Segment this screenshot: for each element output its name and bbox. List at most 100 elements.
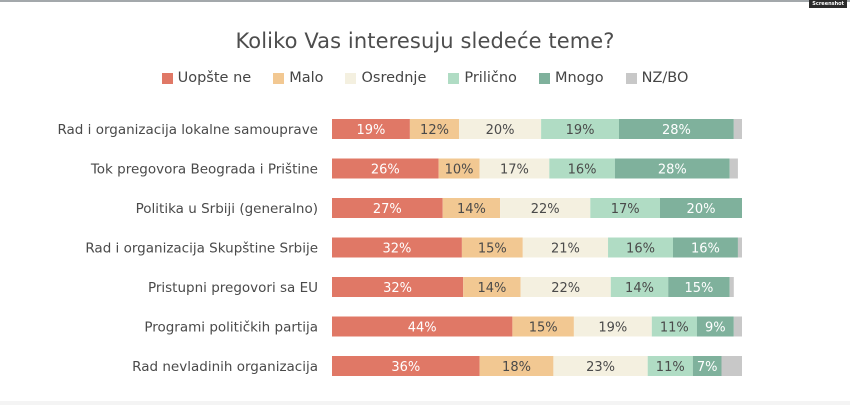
legend-label: Malo	[289, 70, 324, 86]
bar-segment-malo	[479, 356, 554, 376]
bar-segment-uop-te-ne	[332, 119, 410, 139]
data-label: 16%	[691, 242, 720, 257]
legend-swatch	[345, 72, 357, 84]
data-label: 16%	[626, 242, 655, 257]
data-label: 14%	[625, 281, 654, 296]
bar-row: Rad i organizacija lokalne samouprave 19%…	[57, 119, 742, 139]
bar-segment-osrednje	[459, 119, 542, 139]
data-label: 32%	[383, 281, 412, 296]
data-label: 18%	[502, 360, 531, 375]
legend-label: Mnogo	[554, 70, 604, 86]
bar-segment-uop-te-ne	[332, 237, 462, 258]
data-label: 20%	[687, 202, 716, 217]
bar-segment-mnogo	[668, 277, 730, 297]
legend-swatch	[625, 72, 637, 84]
bar-segment-nz-bo	[721, 356, 742, 376]
bar-segment-prili-no	[608, 237, 673, 258]
data-label: 21%	[551, 242, 580, 257]
data-label: 22%	[551, 281, 580, 296]
data-label: 36%	[391, 360, 420, 375]
bar-segment-prili-no	[541, 119, 619, 139]
data-label: 20%	[486, 123, 515, 138]
bar-segment-prili-no	[651, 316, 697, 337]
bar-row: Politika u Srbiji (generalno) 27% 14% 22% 17…	[136, 198, 742, 218]
bar-segment-nz-bo	[729, 277, 734, 297]
bar-segment-nz-bo	[729, 158, 738, 179]
data-label: 26%	[371, 163, 400, 178]
bar-segment-nz-bo	[737, 237, 742, 258]
bar-segment-prili-no	[590, 198, 660, 218]
bar-segment-osrednje	[553, 356, 648, 376]
legend-item: Malo	[273, 70, 323, 86]
data-label: 44%	[408, 321, 437, 336]
data-label: 27%	[373, 202, 402, 217]
data-label: 15%	[684, 281, 713, 296]
bar-segment-prili-no	[647, 356, 693, 376]
data-label: 15%	[478, 242, 507, 257]
bar-segment-malo	[438, 158, 480, 179]
category-label: Pristupni pregovori sa EU	[148, 280, 318, 296]
data-label: 17%	[500, 163, 529, 178]
data-label: 9%	[705, 321, 726, 336]
legend-label: NZ/BO	[641, 70, 689, 86]
data-label: 16%	[568, 163, 597, 178]
data-label: 14%	[457, 202, 486, 217]
bar-segment-osrednje	[479, 158, 550, 179]
category-label: Rad i organizacija lokalne samouprave	[57, 122, 318, 138]
data-label: 22%	[531, 202, 560, 217]
legend-item: Prilično	[448, 70, 517, 86]
data-label: 19%	[566, 123, 595, 138]
category-label: Rad nevladinih organizacija	[132, 359, 318, 375]
bar-segment-osrednje	[520, 277, 611, 297]
chart-title: Koliko Vas interesuju sledeće teme?	[235, 29, 615, 53]
data-label: 28%	[658, 163, 687, 178]
top-border	[0, 0, 850, 2]
bar-segment-mnogo	[692, 356, 722, 376]
data-label: 28%	[662, 123, 691, 138]
data-label: 32%	[382, 242, 411, 257]
legend-swatch	[161, 72, 173, 84]
bar-segment-uop-te-ne	[332, 356, 480, 376]
data-label: 15%	[529, 321, 558, 336]
data-label: 11%	[660, 321, 689, 336]
bar-segment-mnogo	[619, 119, 734, 139]
bar-row: Rad i organizacija Skupštine Srbije 32% 15…	[85, 237, 742, 258]
data-label: 17%	[611, 202, 640, 217]
category-label: Tok pregovora Beograda i Prištine	[90, 162, 318, 178]
bar-segment-uop-te-ne	[332, 277, 464, 297]
bar-segment-nz-bo	[733, 119, 742, 139]
bar-segment-uop-te-ne	[332, 158, 439, 179]
bar-segment-osrednje	[522, 237, 609, 258]
bar-segment-malo	[461, 237, 523, 258]
legend-item: Uopšte ne	[161, 70, 252, 86]
legend-item: Mnogo	[538, 70, 604, 86]
data-label: 10%	[445, 163, 474, 178]
category-label: Politika u Srbiji (generalno)	[136, 201, 318, 217]
bar-segment-malo	[442, 198, 501, 218]
data-label: 7%	[697, 360, 718, 375]
bar-segment-prili-no	[610, 277, 669, 297]
bar-segment-mnogo	[672, 237, 738, 258]
bar-segment-prili-no	[549, 158, 615, 179]
bar-segment-nz-bo	[733, 316, 742, 337]
legend-swatch	[273, 72, 285, 84]
bar-row: Programi političkih partija 44% 15% 19% 11% 9…	[144, 316, 742, 337]
bar-segment-malo	[409, 119, 460, 139]
bar-segment-malo	[512, 316, 574, 337]
bar-segment-mnogo	[696, 316, 734, 337]
bar-segment-mnogo	[660, 198, 742, 218]
bottom-border	[0, 401, 850, 405]
data-label: 19%	[356, 123, 385, 138]
data-label: 12%	[420, 123, 449, 138]
bar-segment-mnogo	[614, 158, 730, 179]
category-label: Programi političkih partija	[144, 320, 318, 336]
legend-label: Uopšte ne	[177, 70, 252, 86]
legend-label: Prilično	[464, 70, 517, 86]
data-label: 19%	[598, 321, 627, 336]
bar-segment-osrednje	[500, 198, 591, 218]
bar-row: Tok pregovora Beograda i Prištine 26% 10% 1…	[90, 158, 738, 179]
category-label: Rad i organizacija Skupštine Srbije	[85, 241, 318, 257]
chart-legend: Uopšte ne Malo Osrednje Prilično Mnogo NZ/BO	[0, 70, 850, 86]
data-label: 11%	[656, 360, 685, 375]
